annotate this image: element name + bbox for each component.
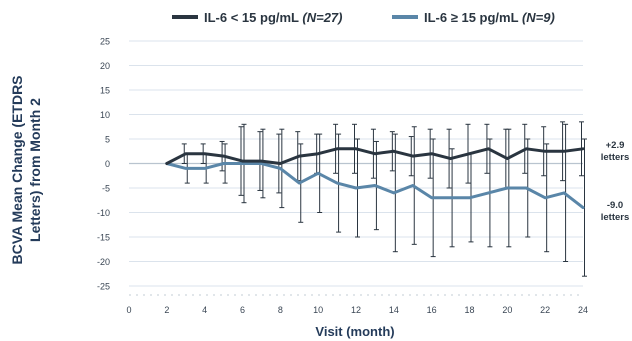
error-bars: [181, 121, 587, 277]
end-label: letters: [601, 152, 630, 163]
end-label: letters: [601, 212, 630, 223]
y-tick-label: 15: [100, 86, 110, 96]
x-tick-label: 24: [578, 305, 588, 315]
y-tick-label: 5: [105, 135, 110, 145]
y-tick-label: 25: [100, 37, 110, 47]
x-tick-label: 18: [464, 305, 474, 315]
y-tick-label: 10: [100, 110, 110, 120]
series-line-il6-low: [165, 147, 585, 165]
series-line-il6-high: [165, 162, 585, 210]
x-tick-label: 6: [240, 305, 245, 315]
y-tick-label: -10: [97, 208, 110, 218]
x-tick-label: 22: [540, 305, 550, 315]
x-tick-label: 8: [278, 305, 283, 315]
end-label: -9.0: [607, 200, 623, 211]
y-tick-label: -25: [97, 282, 110, 292]
y-tick-labels: 25 20 15 10 5 0 -5 -10 -15 -20 -25: [97, 37, 110, 292]
x-tick-labels: 0 2 4 6 8 10 12 14 16 18 20 22 24: [126, 305, 588, 315]
legend: IL-6 < 15 pg/mL (N=27) IL-6 ≥ 15 pg/mL (…: [172, 10, 555, 25]
y-axis-title-line-2: Letters) from Month 2: [27, 98, 43, 242]
x-tick-label: 2: [164, 305, 169, 315]
x-tick-label: 20: [502, 305, 512, 315]
y-axis-title-line-1: BCVA Mean Change (ETDRS: [9, 75, 25, 264]
legend-label-il6-high: IL-6 ≥ 15 pg/mL (N=9): [424, 10, 555, 25]
legend-label-il6-low: IL-6 < 15 pg/mL (N=27): [204, 10, 343, 25]
x-tick-label: 10: [313, 305, 323, 315]
x-tick-label: 4: [202, 305, 207, 315]
grid: [129, 40, 583, 296]
series-lines: [165, 147, 585, 210]
y-tick-label: -15: [97, 233, 110, 243]
end-label: +2.9: [606, 140, 625, 151]
y-tick-label: -20: [97, 257, 110, 267]
y-tick-label: 0: [105, 159, 110, 169]
x-tick-label: 0: [126, 305, 131, 315]
x-tick-label: 14: [389, 305, 399, 315]
x-tick-label: 12: [351, 305, 361, 315]
x-tick-label: 16: [427, 305, 437, 315]
y-tick-label: -5: [102, 184, 110, 194]
y-axis-title: BCVA Mean Change (ETDRS Letters) from Mo…: [9, 75, 43, 264]
y-tick-label: 20: [100, 61, 110, 71]
x-axis-title: Visit (month): [315, 324, 394, 339]
